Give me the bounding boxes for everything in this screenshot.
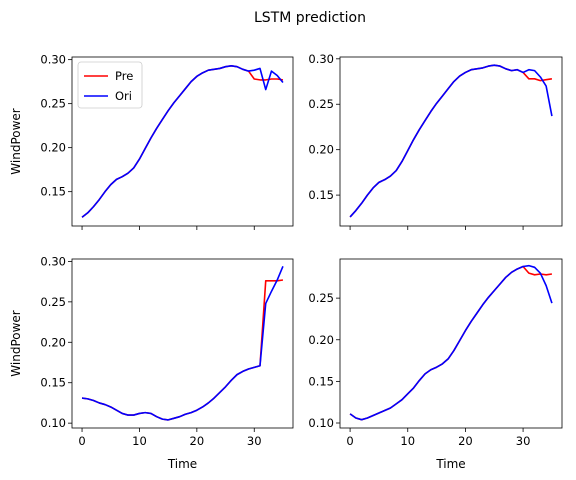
x-tick-label: 10 (132, 434, 147, 448)
y-tick-label: 0.25 (40, 295, 66, 309)
series-line-ori (349, 64, 553, 218)
y-tick-label: 0.30 (40, 53, 66, 67)
y-tick-label: 0.15 (40, 185, 66, 199)
x-tick-label: 20 (190, 434, 205, 448)
panel-bottom-right: 0 10 20 30 0.10 0.15 0.20 0.25 Time (308, 258, 563, 471)
y-tick-label: 0.10 (40, 416, 66, 430)
y-tick-label: 0.20 (40, 335, 66, 349)
panel-bottom-left: 0 10 20 30 0.10 0.15 0.20 0.25 0.30 WindPower Time (9, 254, 294, 471)
panel-top-left: 0.15 0.20 0.25 0.30 WindPower Pre Ori (9, 53, 294, 230)
y-axis-label: WindPower (9, 108, 23, 175)
axes-frame (71, 56, 294, 227)
y-tick-label: 0.15 (40, 376, 66, 390)
x-tick-label: 30 (247, 434, 262, 448)
axes-frame (339, 258, 563, 429)
x-tick-label: 30 (516, 434, 531, 448)
y-axis-label: WindPower (9, 310, 23, 377)
x-axis-label: Time (167, 457, 197, 471)
y-tick-label: 0.20 (40, 141, 66, 155)
figure-suptitle: LSTM prediction (254, 10, 366, 26)
legend-label-ori: Ori (115, 89, 132, 103)
panel-top-right: 0.15 0.20 0.25 0.30 (308, 52, 563, 230)
legend-label-pre: Pre (115, 69, 133, 83)
x-tick-label: 20 (458, 434, 473, 448)
legend: Pre Ori (77, 61, 143, 109)
y-tick-label: 0.20 (308, 333, 334, 347)
series-line-ori (81, 265, 284, 421)
y-tick-label: 0.25 (40, 97, 66, 111)
x-tick-label: 10 (400, 434, 415, 448)
y-tick-label: 0.30 (308, 52, 334, 66)
y-tick-label: 0.30 (40, 254, 66, 268)
y-tick-label: 0.25 (308, 97, 334, 111)
x-tick-label: 0 (78, 434, 85, 448)
axes-frame (71, 258, 294, 429)
y-tick-label: 0.25 (308, 291, 334, 305)
y-tick-label: 0.15 (308, 188, 334, 202)
series-line-ori (81, 65, 284, 218)
y-tick-label: 0.10 (308, 416, 334, 430)
y-tick-label: 0.20 (308, 143, 334, 157)
x-axis-label: Time (435, 457, 465, 471)
x-tick-label: 0 (346, 434, 353, 448)
y-tick-label: 0.15 (308, 374, 334, 388)
axes-frame (339, 56, 563, 227)
series-line-ori (349, 264, 553, 421)
